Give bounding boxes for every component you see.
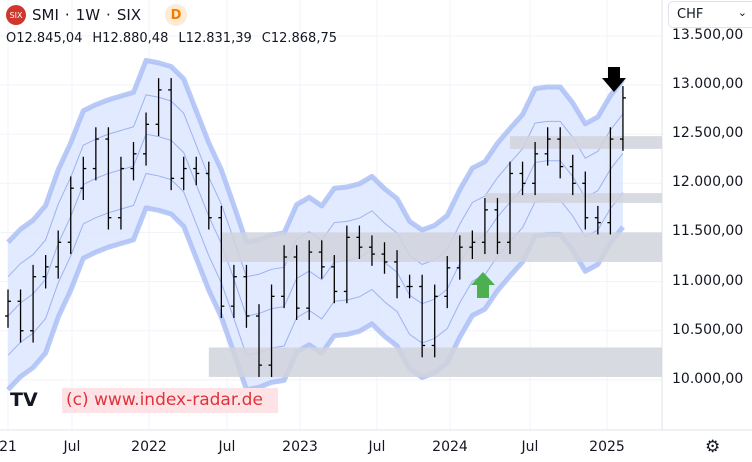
x-tick-label: 2025 [589, 439, 625, 455]
ohlc-bar [343, 225, 350, 304]
x-tick-label: 21 [0, 439, 17, 455]
ohlc-bar [381, 242, 388, 274]
support-resistance-zone [484, 193, 662, 203]
arrow-up-icon [471, 272, 495, 298]
symbol-header[interactable]: SIX SMI · 1W · SIX D [6, 4, 188, 26]
band-fill [8, 60, 623, 390]
ohlc-bar [544, 127, 551, 166]
x-tick-label: 2024 [432, 439, 468, 455]
x-tick-label: Jul [521, 439, 539, 455]
ohlc-bar [406, 274, 413, 299]
ohlc-bar [256, 304, 262, 377]
ohlc-bar [557, 127, 564, 179]
ohlc-bar [193, 156, 200, 186]
open-value: O12.845,04 [6, 31, 83, 46]
interval: 1W [75, 6, 101, 24]
arrow-down-icon [602, 67, 626, 92]
ohlc-bar [218, 205, 225, 318]
ohlc-bar [356, 225, 363, 259]
ohlc-bar [67, 176, 74, 255]
ohlc-bar [180, 156, 187, 191]
x-tick-label: Jul [63, 439, 81, 455]
high-value: H12.880,48 [92, 31, 169, 46]
exchange: SIX [116, 6, 142, 24]
ohlc-bar [431, 284, 438, 358]
ohlc-bar [306, 240, 313, 320]
ohlc-bar [481, 198, 488, 255]
ohlc-bar [281, 245, 288, 309]
ohlc-bar [456, 235, 463, 280]
chevron-down-icon: ⌄ [737, 6, 747, 19]
tradingview-logo[interactable]: 𝗧𝗩 [10, 389, 38, 411]
sep: · [64, 6, 70, 24]
band-inner-line [7, 172, 624, 356]
y-tick-label: 11.000,00 [672, 272, 744, 289]
ohlc-bar [268, 284, 275, 377]
ohlc-bar [569, 154, 576, 196]
ohlc-bar [368, 235, 375, 266]
ohlc-bar [394, 250, 401, 299]
ohlc-bar [607, 127, 614, 235]
ohlc-bar [55, 230, 62, 279]
ohlc-bar [519, 161, 526, 196]
six-logo: SIX [6, 5, 26, 25]
sep: · [106, 6, 111, 24]
ohlc-bar [331, 255, 338, 304]
ohlc-bar [582, 171, 589, 230]
support-resistance-zone [221, 232, 662, 262]
y-tick-label: 13.500,00 [672, 26, 744, 43]
ohlc-bar [42, 255, 49, 289]
ohlc-bar [5, 289, 11, 328]
ohlc-bar [419, 274, 426, 358]
y-tick-label: 11.500,00 [672, 223, 744, 240]
ohlc-bar [243, 264, 250, 328]
currency-select[interactable]: CHF ⌄ [668, 1, 752, 28]
watermark: (c) www.index-radar.de [62, 388, 278, 413]
ohlc-bar [117, 156, 124, 230]
band-inner-line [7, 133, 624, 317]
x-tick-label: Jul [368, 439, 386, 455]
ohlc-bar [155, 78, 162, 137]
symbol: SMI [32, 6, 59, 24]
x-tick-label: Jul [218, 439, 236, 455]
y-tick-label: 12.500,00 [672, 125, 744, 142]
x-tick-label: 2023 [282, 439, 318, 455]
y-tick-label: 13.000,00 [672, 76, 744, 92]
y-tick-label: 12.000,00 [672, 174, 744, 191]
ohlc-bar [318, 240, 325, 279]
ohlc-bar [293, 245, 300, 320]
ohlc-bar [494, 198, 501, 255]
y-tick-label: 10.500,00 [672, 321, 744, 338]
ohlc-bar [469, 230, 476, 259]
ohlc-bar [594, 205, 601, 235]
x-tick-label: 2022 [131, 439, 167, 455]
band-outer-line [6, 57, 625, 245]
settings-icon[interactable]: ⚙ [705, 437, 721, 457]
close-value: C12.868,75 [261, 31, 337, 46]
ohlc-bar [17, 289, 24, 343]
delayed-data-badge[interactable]: D [165, 4, 188, 26]
ohlc-bar [230, 264, 237, 318]
ohlc-bar [619, 86, 626, 151]
ohlc-bar [80, 156, 87, 201]
ohlc-bar [444, 256, 451, 309]
ohlc-readout: O12.845,04 H12.880,48 L12.831,39 C12.868… [6, 31, 337, 46]
support-resistance-zone [510, 136, 662, 149]
low-value: L12.831,39 [178, 31, 252, 46]
ohlc-bar [143, 112, 150, 166]
ohlc-bar [532, 142, 539, 196]
ohlc-bar [168, 78, 175, 191]
currency-label: CHF [677, 7, 704, 22]
ohlc-bar [30, 264, 37, 343]
ohlc-bar [130, 142, 137, 181]
ohlc-bar [92, 127, 99, 181]
y-tick-label: 10.000,00 [672, 370, 744, 387]
support-resistance-zone [208, 347, 663, 377]
ohlc-bar [507, 161, 513, 255]
ohlc-bar [105, 127, 112, 230]
ohlc-bar [205, 161, 212, 230]
